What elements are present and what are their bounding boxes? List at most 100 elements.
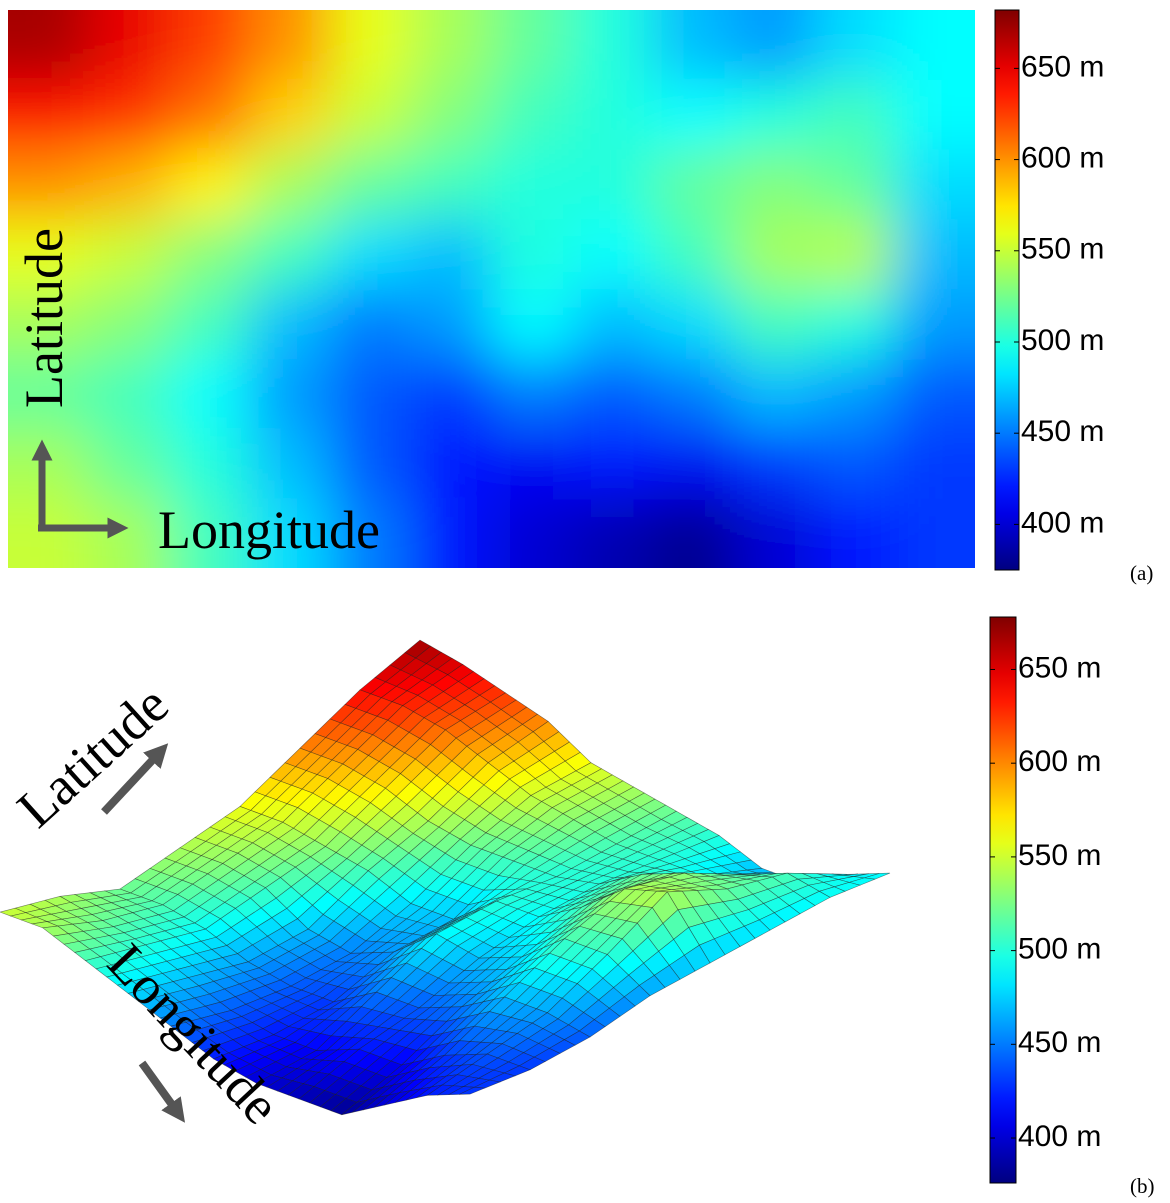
heatmap (8, 10, 975, 568)
heatmap-cell (491, 428, 574, 500)
heatmap-cell (572, 428, 654, 500)
heatmap-cell (169, 79, 251, 151)
heatmap-cell (169, 358, 251, 430)
heatmap-cell (169, 10, 251, 81)
heatmap-cell (733, 10, 815, 81)
heatmap-cell (652, 428, 735, 500)
heatmap-cell (491, 358, 574, 430)
heatmap-cell (894, 79, 975, 151)
colorbar-tick-label: 550 m (1021, 233, 1104, 266)
heatmap-cell (169, 289, 251, 360)
heatmap-cell (8, 498, 90, 568)
heatmap-cell (169, 498, 251, 568)
heatmap-cell (88, 289, 171, 360)
surface (0, 639, 891, 1116)
heatmap-cell (894, 358, 975, 430)
heatmap-cell (733, 289, 815, 360)
heatmap-cell (813, 289, 896, 360)
colorbar-tick-label: 600 m (1021, 141, 1104, 174)
colorbar-tick-label: 650 m (1018, 651, 1101, 684)
panel-a: Longitude Latitude 400 m 450 m 500 m 550 m 600… (8, 9, 1153, 585)
heatmap-cell (410, 289, 493, 360)
heatmap-cell (733, 428, 815, 500)
heatmap-cell (88, 149, 171, 221)
heatmap-cell (8, 358, 90, 430)
heatmap-cell (410, 358, 493, 430)
heatmap-cell (169, 428, 251, 500)
heatmap-cell (894, 149, 975, 221)
heatmap-cell (169, 149, 251, 221)
heatmap-cell (813, 10, 896, 81)
heatmap-cell (894, 219, 975, 290)
heatmap-cell (894, 498, 975, 568)
heatmap-cell (894, 289, 975, 360)
heatmap-cell (491, 79, 574, 151)
heatmap-cell (652, 79, 735, 151)
heatmap-cell (572, 149, 654, 221)
heatmap-cell (813, 149, 896, 221)
heatmap-cell (894, 10, 975, 81)
heatmap-cell (88, 10, 171, 81)
colorbar-tick-label: 650 m (1021, 50, 1104, 83)
heatmap-cell (410, 428, 493, 500)
heatmap-cell (330, 10, 412, 81)
heatmap-cell (330, 79, 412, 151)
heatmap-cell (813, 79, 896, 151)
colorbar-tick-label: 500 m (1021, 324, 1104, 357)
heatmap-cell (733, 79, 815, 151)
colorbar-tick-label: 450 m (1018, 1026, 1101, 1059)
heatmap-cell (330, 358, 412, 430)
heatmap-cell (330, 498, 412, 568)
heatmap-cell (88, 428, 171, 500)
heatmap-cell (410, 219, 493, 290)
heatmap-cell (572, 358, 654, 430)
heatmap-cell (249, 79, 332, 151)
heatmap-cell (733, 149, 815, 221)
heatmap-cell (572, 289, 654, 360)
heatmap-cell (249, 149, 332, 221)
heatmap-cell (572, 79, 654, 151)
heatmap-cell (330, 428, 412, 500)
panel-label: (a) (1130, 561, 1153, 585)
colorbar (994, 9, 1020, 571)
heatmap-cell (410, 10, 493, 81)
heatmap-cell (249, 498, 332, 568)
heatmap-cell (733, 358, 815, 430)
heatmap-cell (491, 498, 574, 568)
heatmap-cell (249, 358, 332, 430)
arrow (138, 1060, 186, 1123)
heatmap-cell (88, 498, 171, 568)
heatmap-cell (813, 219, 896, 290)
heatmap-cell (813, 428, 896, 500)
heatmap-cell (249, 10, 332, 81)
heatmap-cell (572, 10, 654, 81)
heatmap-cell (249, 428, 332, 500)
surface-patch (459, 1086, 486, 1095)
panel-label: (b) (1130, 1174, 1155, 1198)
heatmap-cell (491, 149, 574, 221)
heatmap-cell (491, 289, 574, 360)
heatmap-cell (652, 10, 735, 81)
heatmap-cell (249, 289, 332, 360)
heatmap-cell (8, 289, 90, 360)
heatmap-cell (813, 358, 896, 430)
colorbar (989, 616, 1017, 1184)
heatmap-cell (8, 219, 90, 290)
colorbar-tick-label: 550 m (1018, 839, 1101, 872)
heatmap-cell (572, 498, 654, 568)
heatmap-cell (330, 149, 412, 221)
heatmap-cell (330, 289, 412, 360)
heatmap-cell (894, 428, 975, 500)
heatmap-cell (410, 498, 493, 568)
heatmap-cell (8, 149, 90, 221)
heatmap-cell (169, 219, 251, 290)
heatmap-cell (652, 149, 735, 221)
colorbar-tick-label: 450 m (1021, 415, 1104, 448)
heatmap-cell (88, 219, 171, 290)
colorbar-tick-label: 400 m (1021, 506, 1104, 539)
axis-label: Longitude (158, 500, 380, 560)
heatmap-cell (8, 79, 90, 151)
axis-label: Latitude (14, 228, 74, 408)
heatmap-cell (491, 10, 574, 81)
